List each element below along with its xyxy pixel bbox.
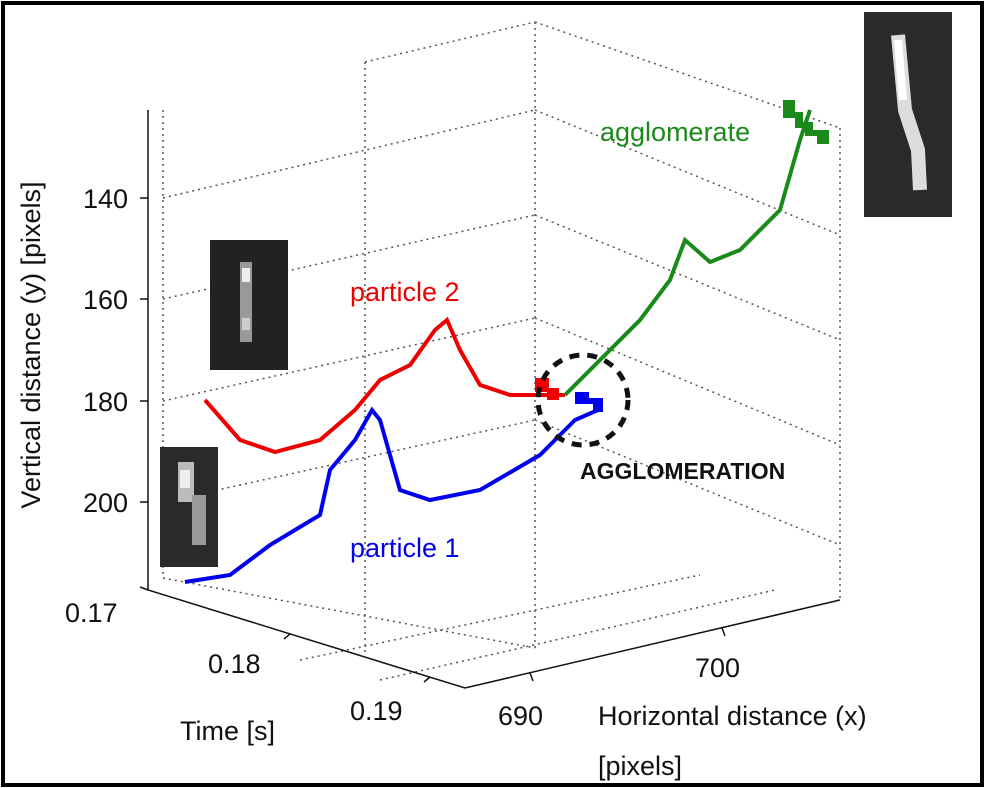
annotation: AGGLOMERATION [580,458,785,484]
time-axis-label: Time [s] [180,716,275,746]
x-tick-label: 690 [498,701,543,731]
y-axis-label: Vertical distance (y) [pixels] [16,181,46,508]
axes [139,110,841,689]
y-tick-label: 180 [83,387,128,417]
annotation: particle 1 [350,533,460,563]
x-axis-unit: [pixels] [598,751,682,781]
y-tick-label: 200 [83,488,128,518]
y-tick-label: 160 [83,285,128,315]
particle-images [160,12,952,567]
grid [162,21,841,681]
trajectories [184,100,829,584]
x-tick-label: 700 [695,653,740,683]
time-tick-label: 0.17 [65,598,118,628]
annotation: agglomerate [600,117,750,147]
annotation: particle 2 [350,277,460,307]
y-tick-label: 140 [83,184,128,214]
x-axis-label: Horizontal distance (x) [598,701,867,731]
time-tick-label: 0.19 [350,696,403,726]
time-tick-label: 0.18 [208,649,261,679]
